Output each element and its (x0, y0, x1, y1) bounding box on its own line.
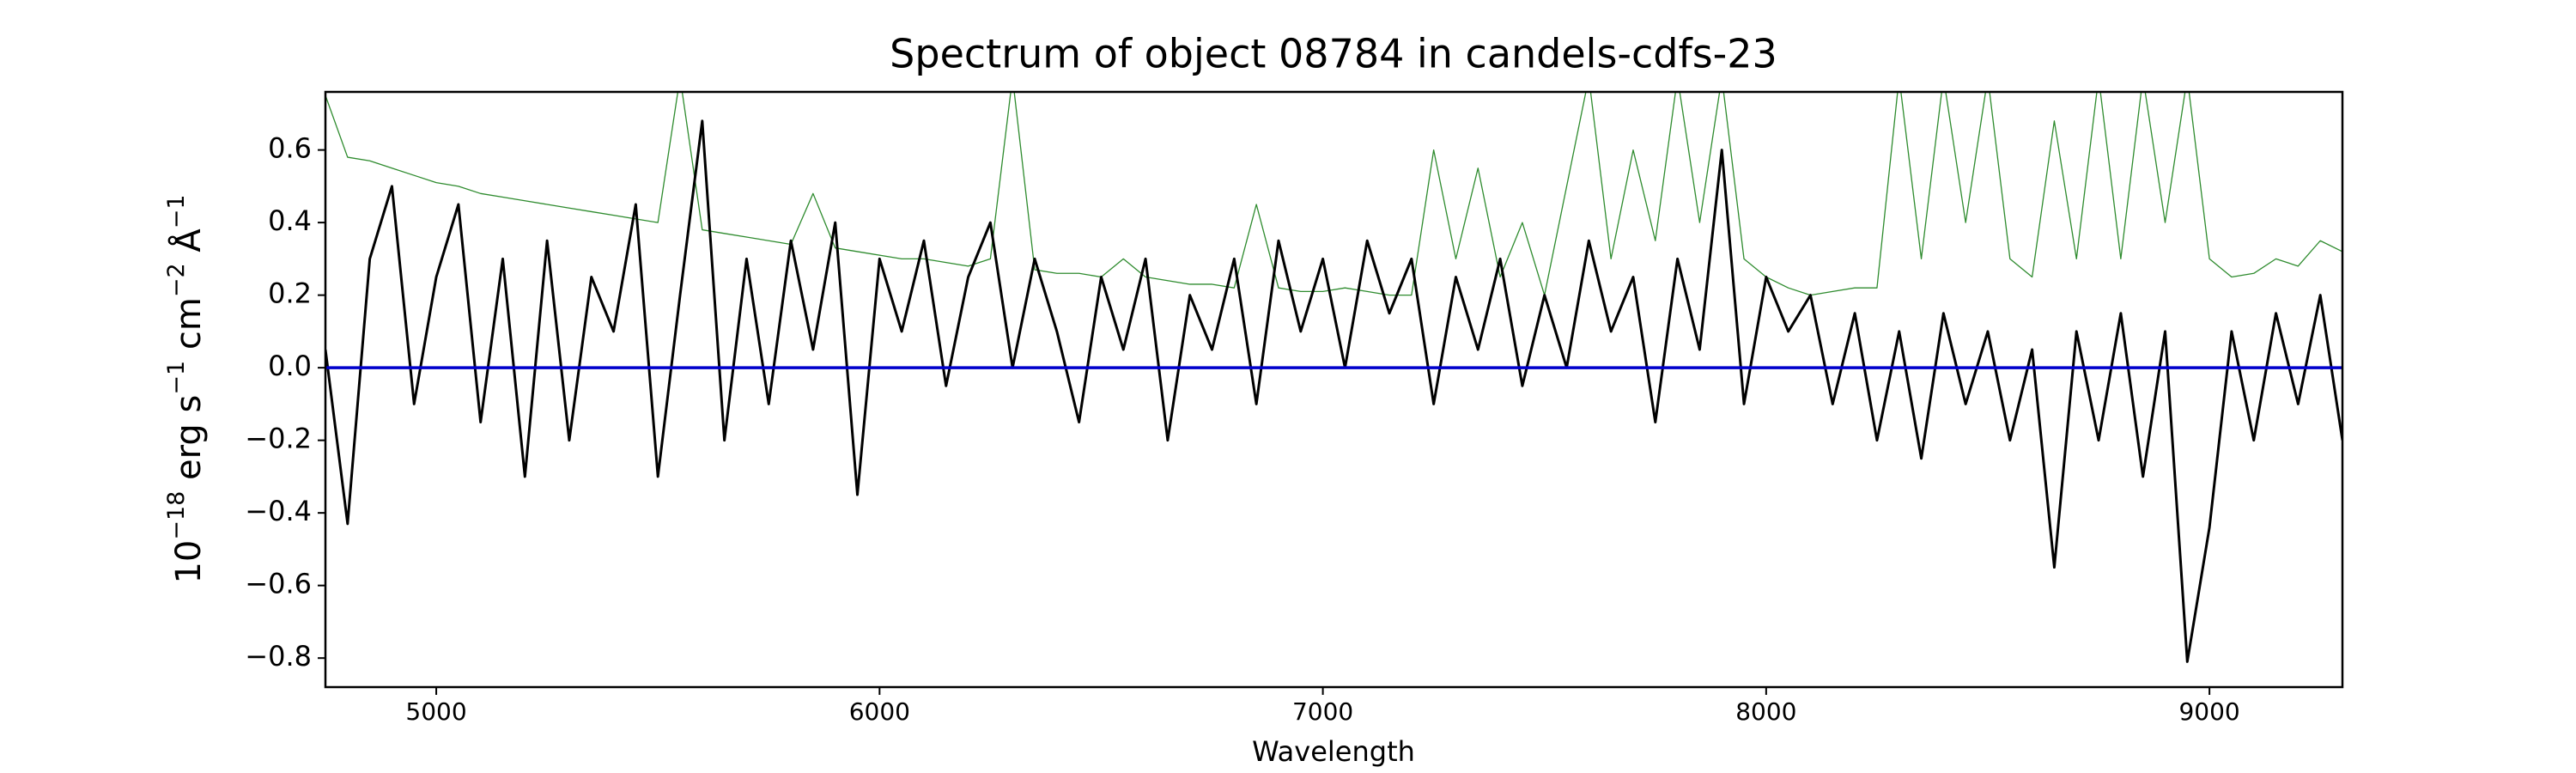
y-tick-label: −0.2 (245, 423, 312, 455)
spectrum-line (325, 119, 2342, 663)
y-tick-label: 0.0 (268, 350, 312, 382)
x-tick-label: 7000 (1292, 697, 1353, 726)
y-tick-label: 0.6 (268, 132, 312, 165)
y-tick-label: −0.8 (245, 640, 312, 673)
x-tick-label: 6000 (849, 697, 910, 726)
chart-title: Spectrum of object 08784 in candels-cdfs… (890, 31, 1777, 77)
y-tick-label: −0.6 (245, 568, 312, 600)
x-tick-label: 8000 (1735, 697, 1796, 726)
x-axis-label: Wavelength (1252, 735, 1415, 768)
spectrum-line (325, 92, 2342, 296)
y-tick-label: 0.4 (268, 204, 312, 237)
y-tick-label: 0.2 (268, 277, 312, 310)
y-axis-label: 10−18 erg s−1 cm−2 Å−1 (163, 194, 210, 583)
y-tick-label: −0.4 (245, 495, 312, 527)
plot-area (325, 92, 2342, 663)
x-tick-label: 5000 (405, 697, 466, 726)
axes-frame (324, 90, 2344, 689)
x-tick-label: 9000 (2178, 697, 2239, 726)
